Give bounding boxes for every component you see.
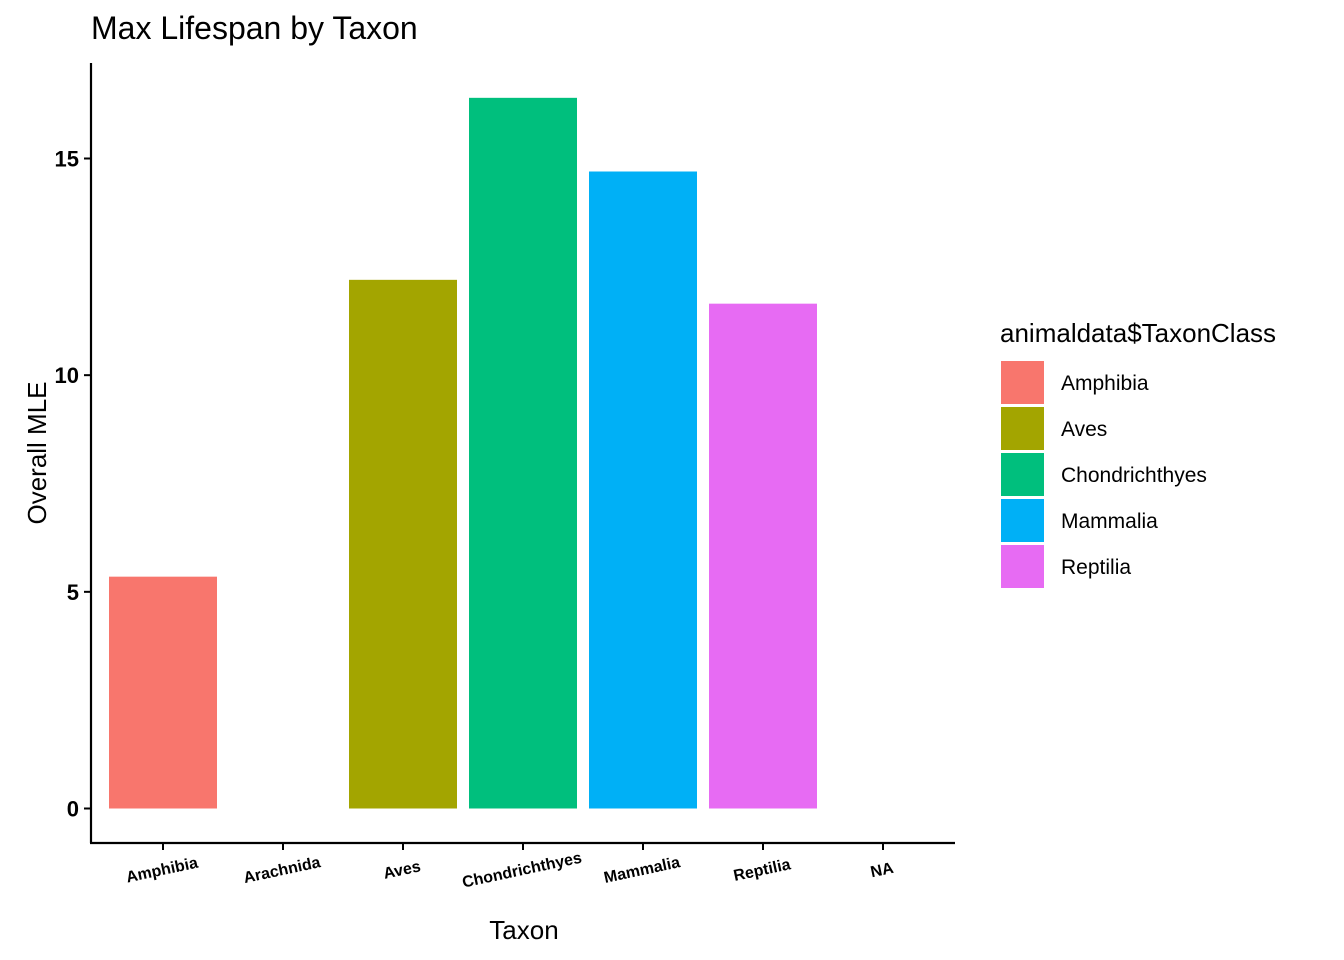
y-axis-title: Overall MLE bbox=[22, 381, 52, 524]
x-tick-label: Aves bbox=[382, 858, 422, 882]
bar-chondrichthyes bbox=[469, 97, 577, 809]
y-tick-label: 10 bbox=[55, 363, 79, 388]
legend-label: Reptilia bbox=[1061, 556, 1131, 579]
y-tick-label: 0 bbox=[67, 797, 79, 822]
y-axis-ticks: 0 5 10 15 bbox=[55, 147, 91, 822]
legend-swatch bbox=[1001, 361, 1044, 404]
x-tick-label: Reptilia bbox=[732, 856, 792, 885]
chart-title: Max Lifespan by Taxon bbox=[91, 10, 418, 46]
bar-amphibia bbox=[109, 576, 217, 809]
legend-items: Amphibia Aves Chondrichthyes Mammalia Reptil… bbox=[1001, 361, 1207, 588]
x-tick-label: Amphibia bbox=[125, 855, 200, 887]
x-tick-label: Mammalia bbox=[602, 854, 681, 887]
bar-aves bbox=[349, 279, 457, 809]
legend-label: Chondrichthyes bbox=[1061, 464, 1207, 487]
legend-label: Mammalia bbox=[1061, 510, 1158, 533]
legend-label: Aves bbox=[1061, 418, 1107, 441]
x-tick-label: Chondrichthyes bbox=[461, 850, 584, 892]
x-tick-label: NA bbox=[869, 860, 896, 882]
legend-swatch bbox=[1001, 499, 1044, 542]
legend: animaldata$TaxonClass Amphibia Aves Chondr… bbox=[1000, 318, 1276, 588]
y-tick-label: 5 bbox=[67, 580, 79, 605]
legend-title: animaldata$TaxonClass bbox=[1000, 318, 1276, 348]
bar-reptilia bbox=[709, 303, 817, 809]
bars-group bbox=[109, 97, 817, 809]
legend-swatch bbox=[1001, 407, 1044, 450]
x-tick-label: Arachnida bbox=[242, 854, 322, 887]
legend-swatch bbox=[1001, 545, 1044, 588]
x-axis-ticks: Amphibia Arachnida Aves Chondrichthyes Mamma… bbox=[125, 843, 896, 892]
x-axis-title: Taxon bbox=[489, 915, 558, 945]
legend-swatch bbox=[1001, 453, 1044, 496]
legend-label: Amphibia bbox=[1061, 372, 1149, 395]
y-tick-label: 15 bbox=[55, 147, 79, 172]
bar-mammalia bbox=[589, 171, 697, 809]
